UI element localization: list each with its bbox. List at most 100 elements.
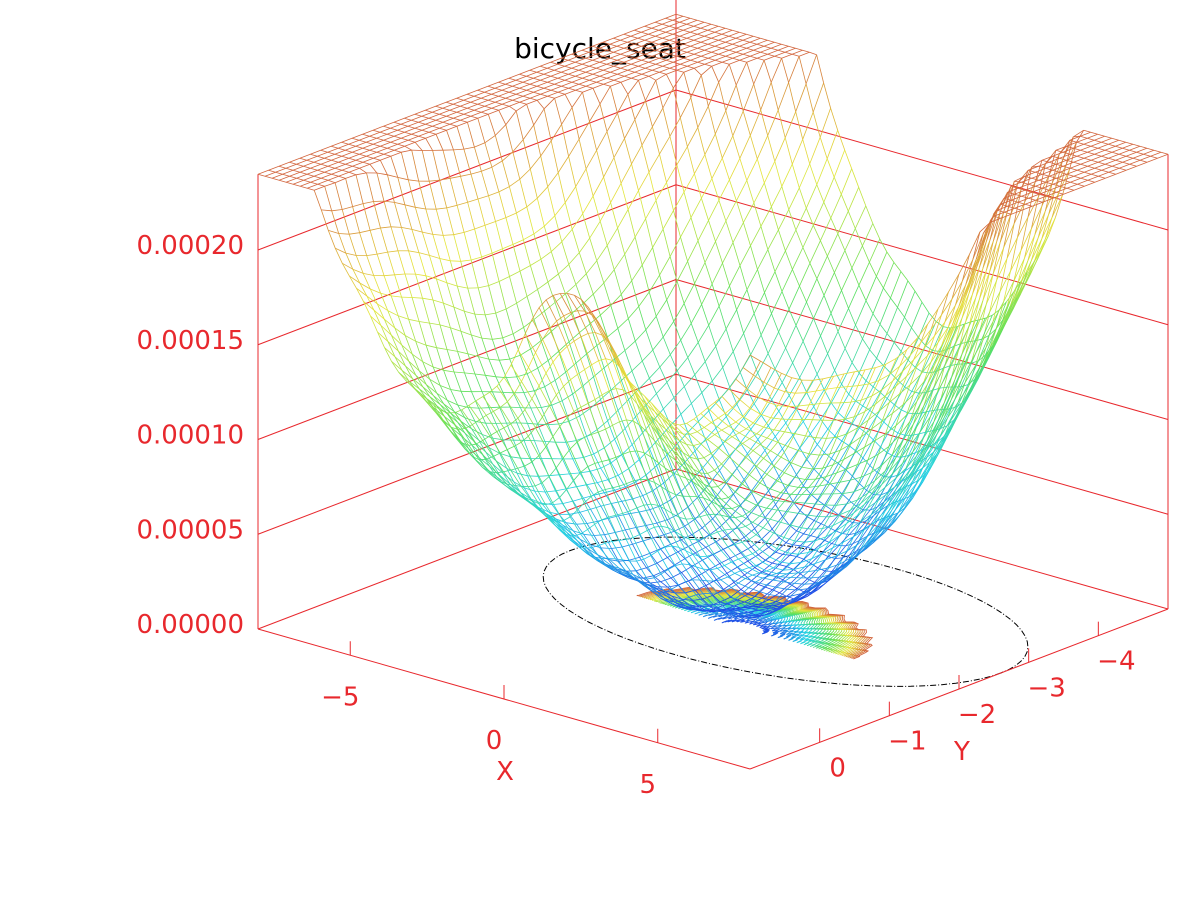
mesh-segment (661, 486, 669, 492)
mesh-segment (550, 89, 559, 93)
mesh-segment (634, 218, 646, 238)
mesh-segment (754, 517, 766, 529)
mesh-segment (594, 534, 605, 536)
mesh-segment (676, 370, 685, 387)
mesh-segment (1027, 234, 1036, 262)
mesh-segment (561, 400, 570, 422)
mesh-segment (680, 59, 691, 65)
mesh-segment (631, 73, 642, 79)
mesh-segment (791, 450, 799, 464)
mesh-segment (478, 285, 489, 289)
mesh-segment (764, 292, 772, 314)
mesh-segment (463, 95, 475, 101)
mesh-segment (579, 539, 588, 549)
mesh-segment (669, 25, 677, 29)
mesh-segment (611, 503, 619, 517)
mesh-segment (971, 333, 980, 361)
mesh-segment (1003, 214, 1012, 248)
mesh-segment (749, 41, 758, 45)
mesh-segment (460, 421, 469, 432)
mesh-segment (884, 454, 893, 471)
mesh-segment (656, 562, 665, 572)
mesh-segment (620, 53, 628, 57)
mesh-segment (869, 349, 877, 359)
mesh-segment (729, 285, 737, 310)
mesh-segment (649, 378, 657, 394)
mesh-segment (614, 350, 626, 360)
mesh-segment (865, 358, 877, 381)
mesh-segment (599, 85, 611, 105)
mesh-segment (657, 462, 669, 492)
mesh-segment (593, 376, 601, 400)
mesh-segment (415, 375, 427, 385)
mesh-segment (797, 588, 809, 591)
mesh-segment (362, 161, 371, 165)
mesh-segment (580, 529, 588, 535)
mesh-segment (974, 362, 986, 383)
mesh-segment (620, 49, 632, 55)
mesh-segment (773, 561, 781, 569)
mesh-segment (918, 431, 927, 435)
mesh-segment (814, 576, 823, 584)
mesh-segment (732, 242, 741, 266)
mesh-segment (509, 186, 517, 214)
mesh-segment (813, 468, 822, 477)
mesh-segment (715, 328, 727, 347)
mesh-segment (644, 21, 656, 27)
mesh-segment (543, 226, 552, 252)
mesh-segment (428, 117, 436, 121)
mesh-segment (515, 75, 527, 81)
mesh-segment (734, 593, 742, 600)
mesh-segment (806, 537, 818, 548)
mesh-segment (731, 399, 740, 408)
mesh-segment (512, 95, 524, 101)
mesh-segment (909, 426, 917, 447)
mesh-segment (561, 228, 573, 243)
mesh-segment (694, 374, 703, 393)
mesh-segment (709, 563, 720, 570)
mesh-segment (870, 483, 879, 495)
mesh-segment (666, 182, 674, 211)
mesh-segment (564, 186, 577, 203)
mesh-segment (887, 511, 899, 524)
contour-line (674, 601, 828, 648)
mesh-segment (699, 514, 708, 518)
contour-line (638, 587, 872, 659)
mesh-segment (687, 506, 696, 520)
mesh-segment (484, 101, 496, 107)
mesh-segment (331, 155, 342, 161)
mesh-segment (721, 497, 729, 500)
mesh-segment (749, 135, 758, 160)
mesh-segment (321, 209, 332, 212)
mesh-segment (369, 135, 377, 139)
mesh-segment (387, 251, 395, 275)
mesh-segment (880, 477, 892, 496)
mesh-segment (579, 508, 591, 513)
mesh-segment (366, 172, 374, 202)
mesh-segment (777, 49, 786, 53)
mesh-segment (599, 71, 611, 77)
mesh-segment (800, 588, 812, 595)
mesh-segment (527, 367, 538, 375)
mesh-segment (510, 423, 522, 443)
z-gridline-left (257, 89, 677, 251)
mesh-segment (1042, 173, 1050, 177)
mesh-segment (636, 450, 648, 480)
mesh-segment (585, 273, 594, 295)
mesh-segment (809, 433, 818, 445)
mesh-segment (665, 55, 677, 61)
mesh-segment (772, 596, 781, 605)
mesh-segment (647, 479, 659, 506)
mesh-segment (665, 17, 673, 21)
mesh-segment (369, 145, 381, 151)
mesh-segment (529, 79, 541, 85)
mesh-segment (554, 380, 563, 401)
mesh-segment (432, 299, 444, 304)
mesh-segment (655, 35, 663, 39)
mesh-segment (575, 168, 587, 187)
mesh-segment (799, 447, 808, 460)
mesh-segment (745, 578, 756, 583)
mesh-segment (390, 123, 402, 129)
mesh-segment (706, 604, 718, 612)
mesh-segment (590, 467, 601, 472)
